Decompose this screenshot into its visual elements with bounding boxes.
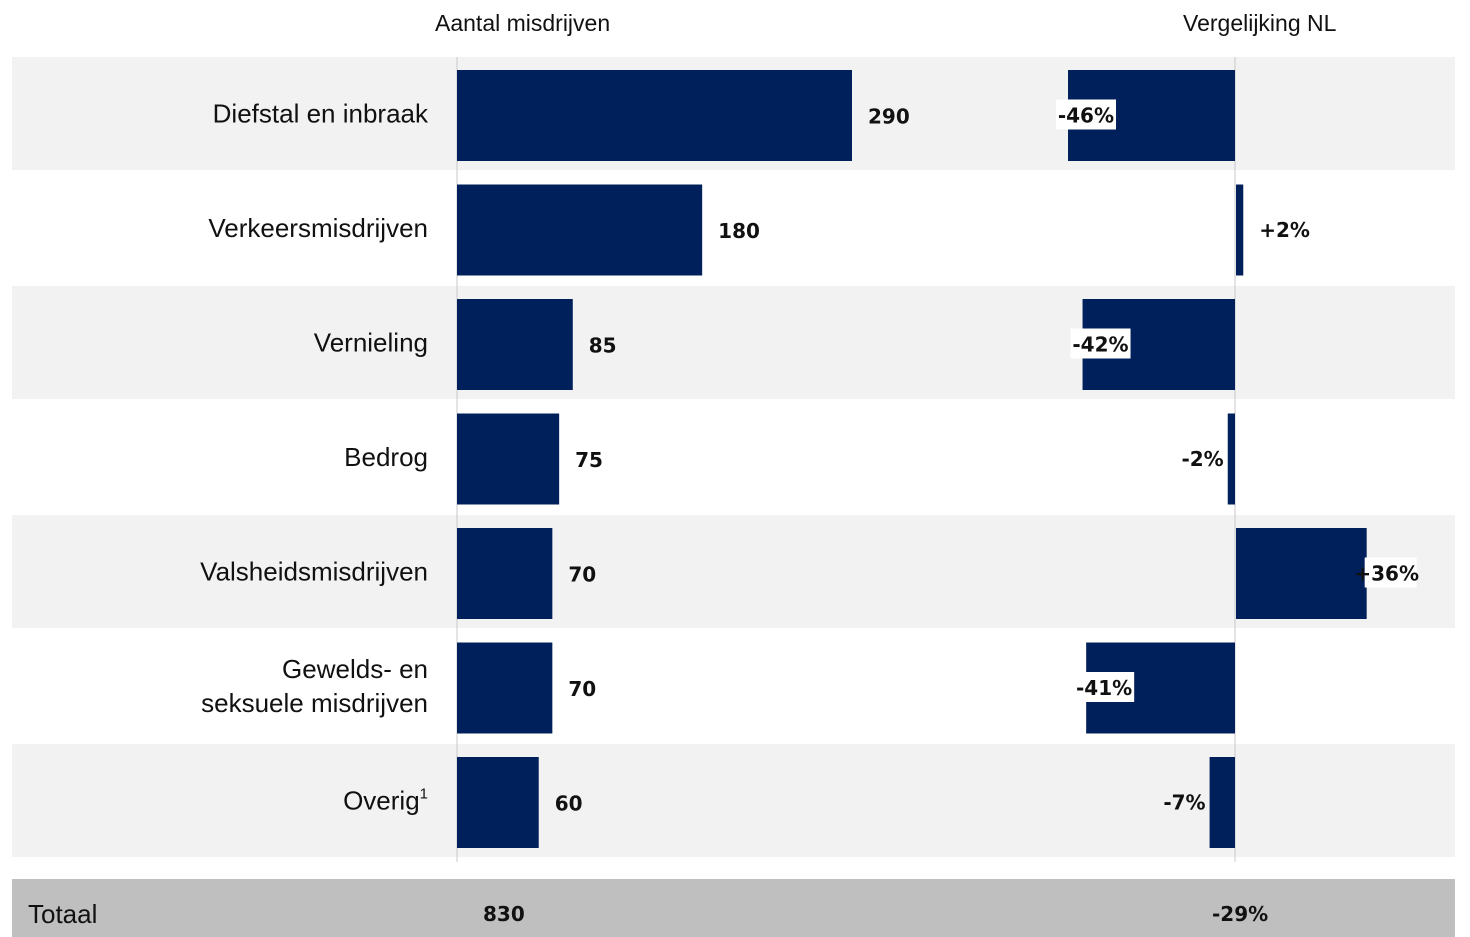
category-label: Bedrog [344,442,428,472]
row-band [12,744,1455,857]
comparison-label-backing [1070,328,1131,359]
comparison-label-backing [1364,557,1417,588]
right-panel-header: Vergelijking NL [1183,10,1337,36]
count-value-label: 60 [555,792,583,816]
category-label: Verkeersmisdrijven [208,213,428,243]
count-bar [457,642,553,734]
left-panel-header: Aantal misdrijven [435,10,611,36]
comparison-label-backing [1056,99,1117,130]
total-count-value: 830 [483,902,525,926]
category-label: Valsheidsmisdrijven [200,557,428,587]
row-band [12,515,1455,628]
category-label: Vernieling [314,328,428,358]
count-value-label: 75 [575,448,603,472]
total-band [12,879,1455,937]
count-value-label: 180 [718,219,760,243]
comparison-bar [1236,184,1244,276]
count-value-label: 290 [868,105,910,129]
comparison-label-backing [1074,672,1135,702]
count-bar [457,70,852,161]
comparison-bar [1236,528,1367,619]
row-band [12,286,1455,399]
comparison-value-label: -7% [1163,791,1205,815]
count-bar [457,299,573,390]
comparison-bar [1227,413,1235,505]
comparison-value-label: -42% [1072,333,1128,357]
comparison-value-label: -41% [1076,676,1132,700]
category-label: Gewelds- en seksuele misdrijven [201,654,428,718]
comparison-value-label: +2% [1259,218,1310,242]
comparison-value-label: -2% [1181,447,1223,471]
count-value-label: 85 [589,334,617,358]
count-value-label: 70 [568,563,596,587]
total-comparison-value: -29% [1212,902,1268,926]
comparison-value-label: -46% [1058,104,1114,128]
count-bar [457,184,703,276]
comparison-bar [1209,757,1235,848]
count-bar [457,757,539,848]
count-bar [457,528,553,619]
category-label: Diefstal en inbraak [213,99,429,129]
total-label: Totaal [28,899,97,929]
count-bar [457,413,560,505]
category-label: Overig1 [343,786,428,816]
comparison-value-label: +36% [1354,562,1419,586]
count-value-label: 70 [568,677,596,701]
